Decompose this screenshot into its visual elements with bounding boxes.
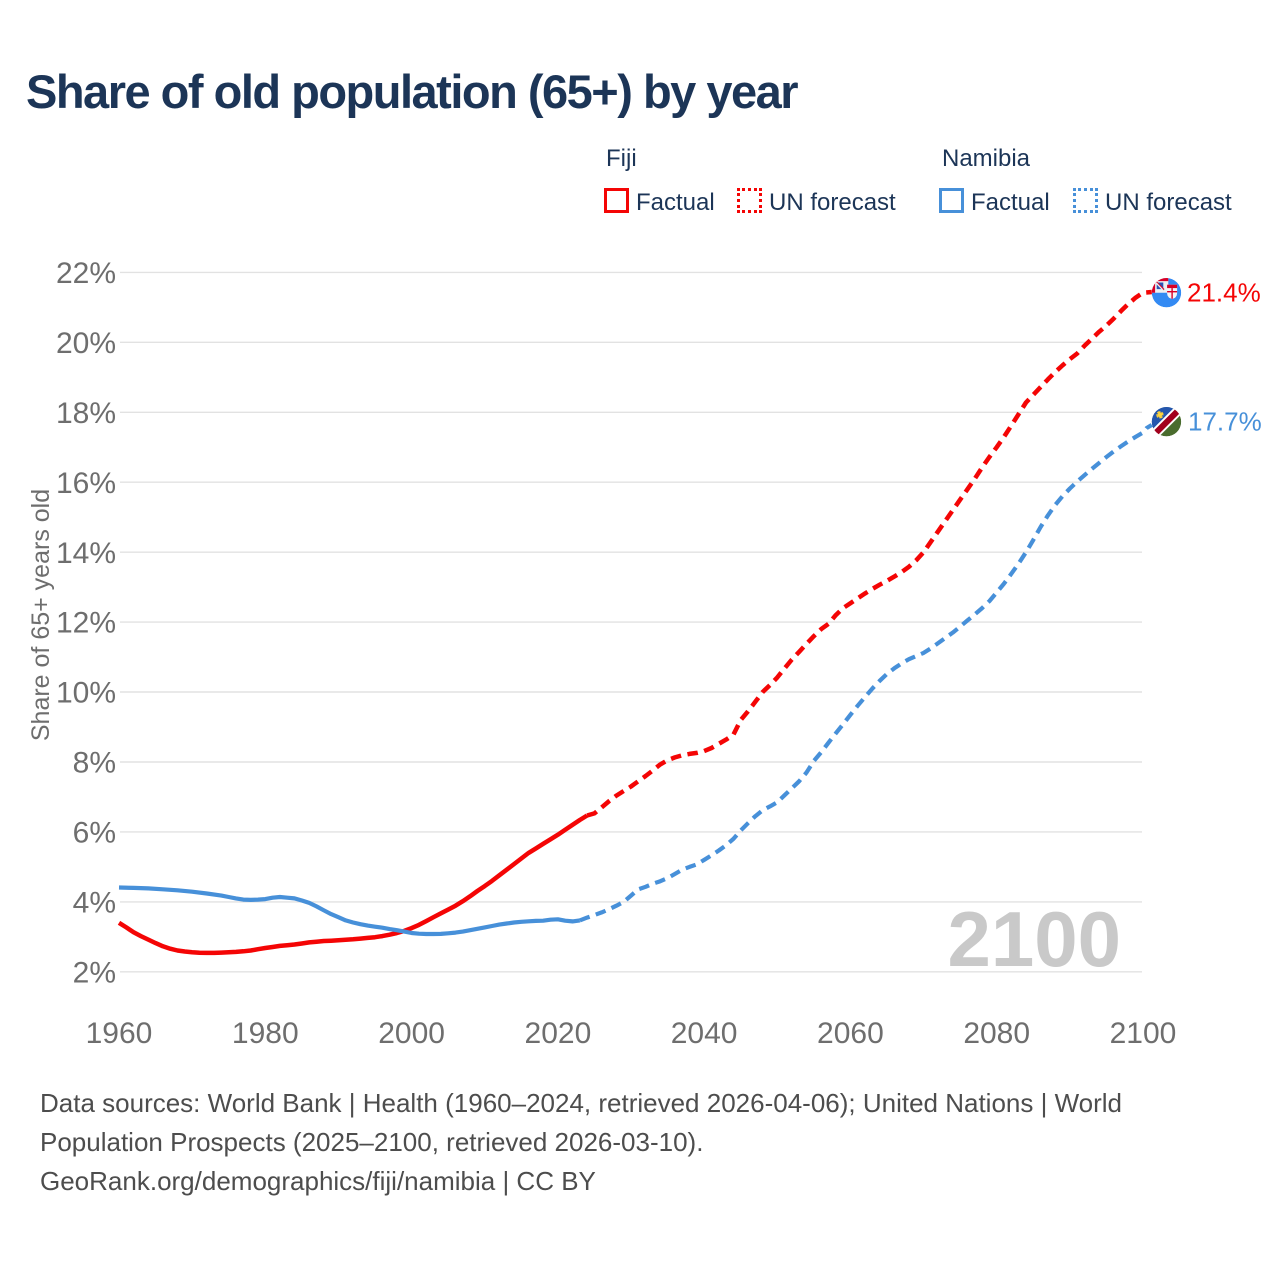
svg-text:1980: 1980 xyxy=(232,1017,299,1050)
svg-text:2100: 2100 xyxy=(1110,1017,1177,1050)
svg-text:2060: 2060 xyxy=(817,1017,884,1050)
svg-text:18%: 18% xyxy=(56,397,116,430)
svg-text:20%: 20% xyxy=(56,327,116,360)
svg-text:17.7%: 17.7% xyxy=(1188,407,1262,437)
svg-text:1960: 1960 xyxy=(86,1017,153,1050)
svg-text:4%: 4% xyxy=(73,887,116,920)
svg-text:10%: 10% xyxy=(56,677,116,710)
svg-text:2080: 2080 xyxy=(963,1017,1030,1050)
svg-text:2020: 2020 xyxy=(525,1017,592,1050)
svg-text:2%: 2% xyxy=(73,956,116,989)
svg-text:21.4%: 21.4% xyxy=(1187,278,1261,308)
svg-text:2040: 2040 xyxy=(671,1017,738,1050)
svg-text:2100: 2100 xyxy=(947,895,1121,983)
svg-text:22%: 22% xyxy=(56,257,116,290)
svg-text:Share of 65+ years old: Share of 65+ years old xyxy=(27,489,55,741)
svg-text:16%: 16% xyxy=(56,467,116,500)
svg-text:8%: 8% xyxy=(73,747,116,780)
svg-text:2000: 2000 xyxy=(378,1017,445,1050)
svg-text:14%: 14% xyxy=(56,537,116,570)
svg-text:12%: 12% xyxy=(56,607,116,640)
svg-text:6%: 6% xyxy=(73,817,116,850)
